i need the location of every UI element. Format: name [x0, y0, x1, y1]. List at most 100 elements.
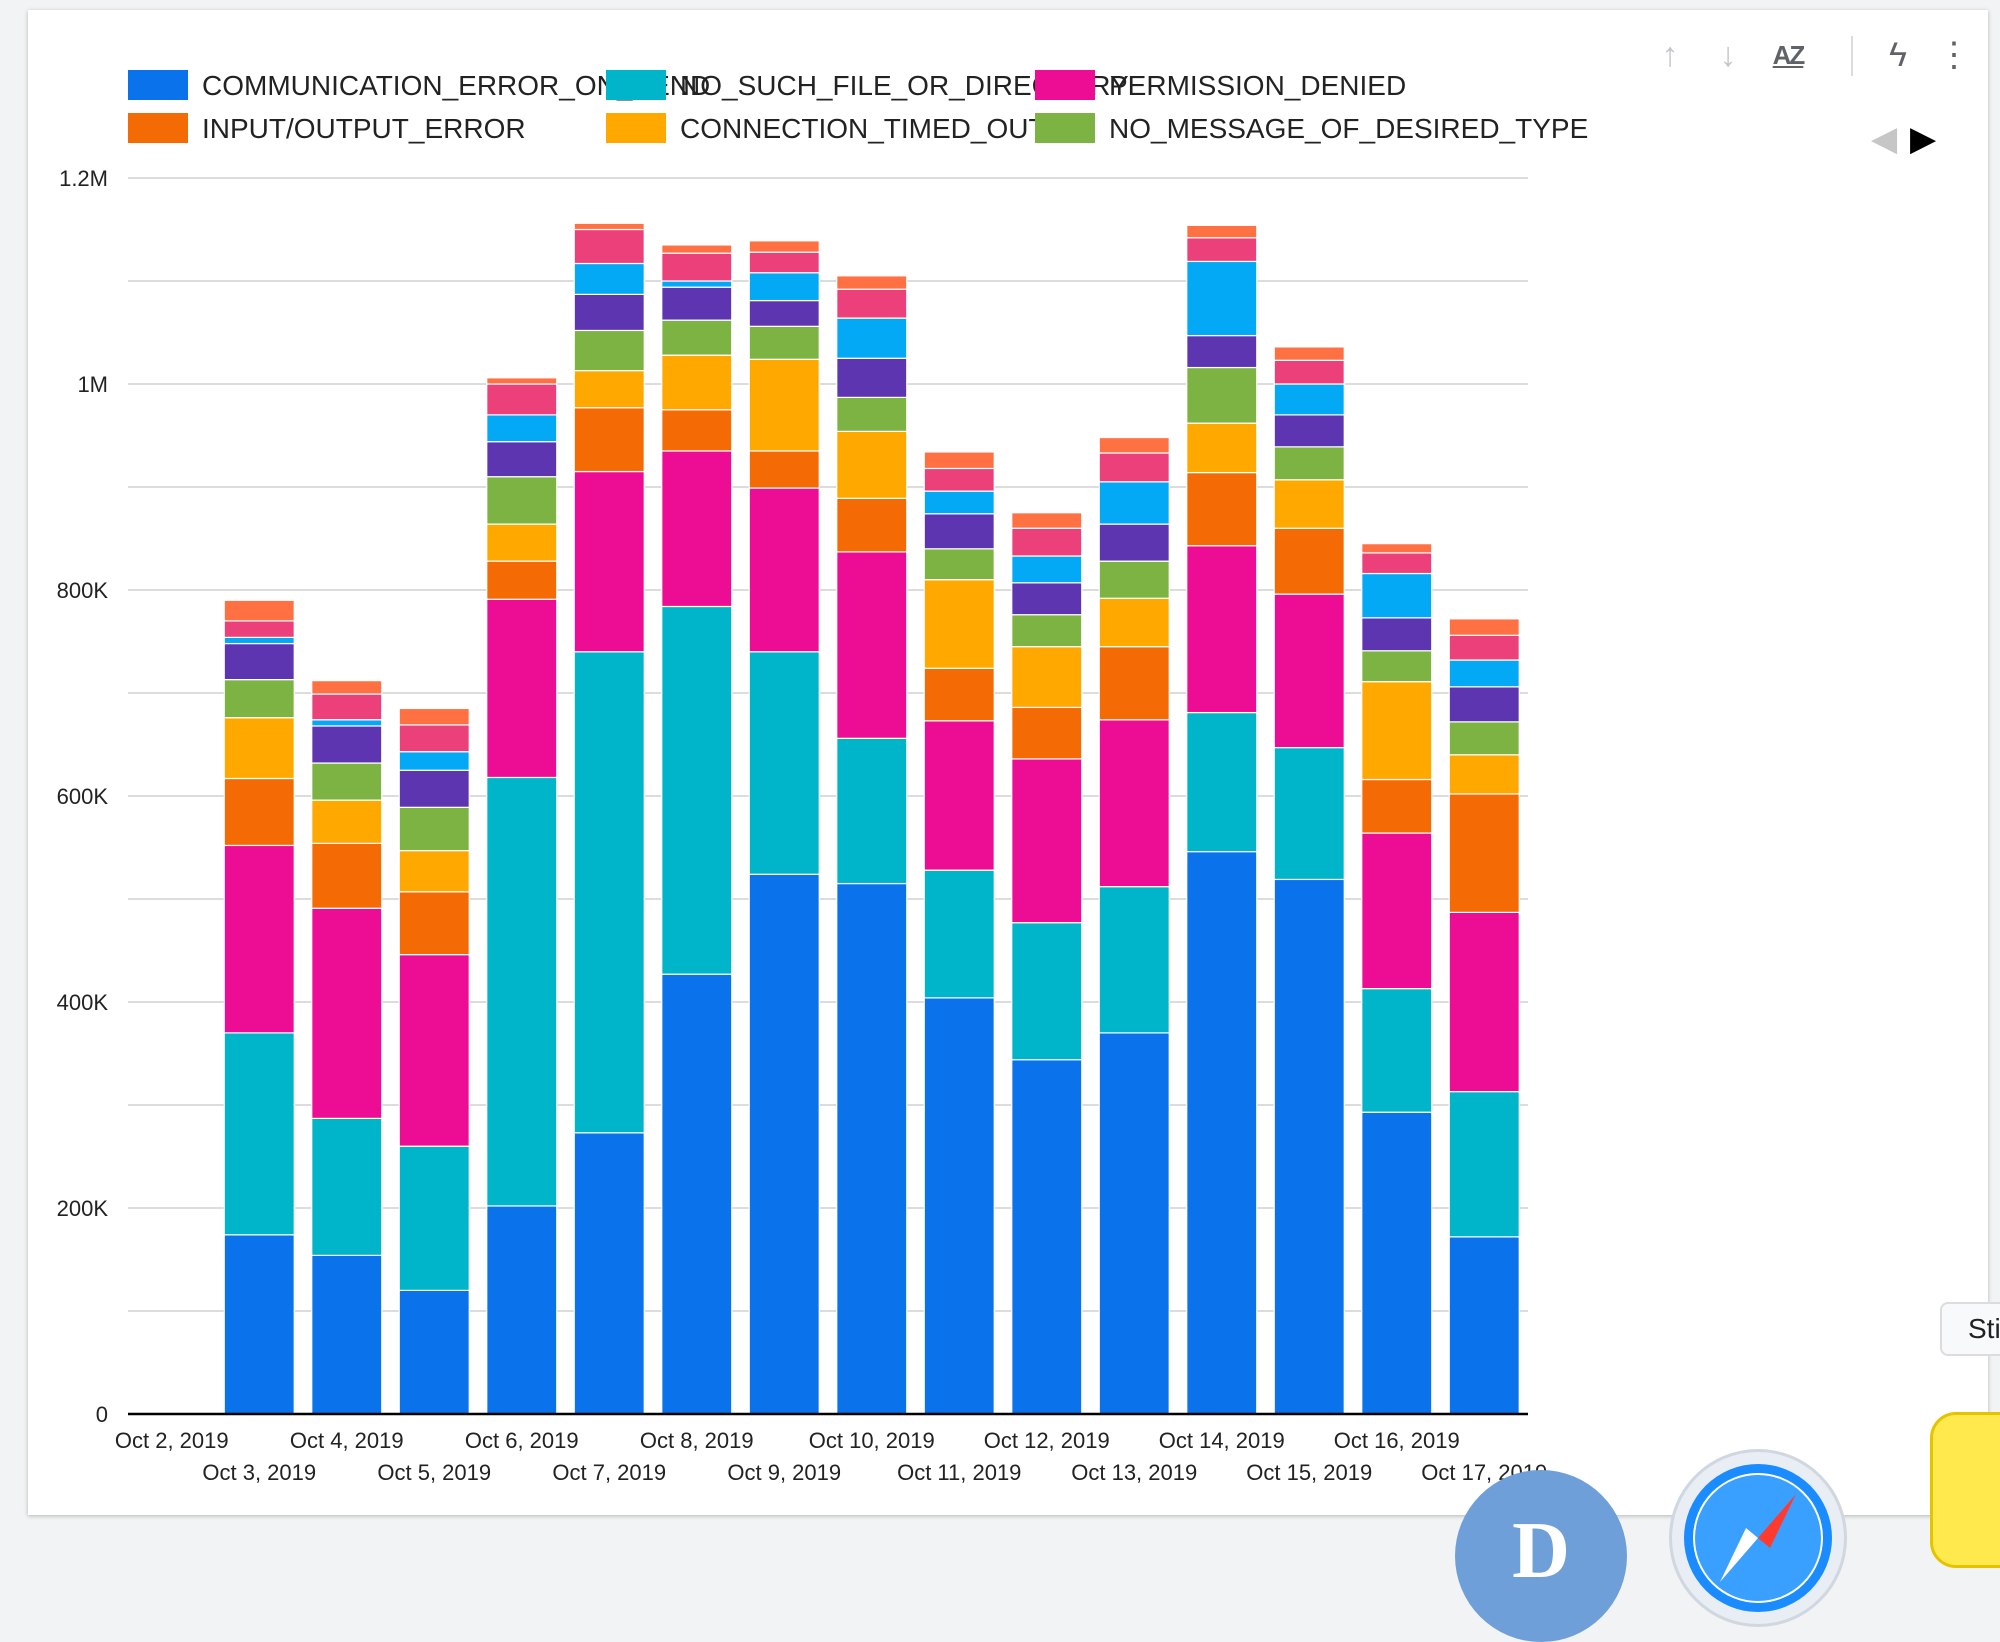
- bar-segment[interactable]: [661, 244, 733, 254]
- bar-segment[interactable]: [923, 869, 995, 999]
- bar-segment[interactable]: [1448, 686, 1520, 723]
- bar-segment[interactable]: [486, 476, 558, 525]
- bar-segment[interactable]: [486, 377, 558, 385]
- bar-segment[interactable]: [1186, 237, 1258, 263]
- bar-segment[interactable]: [1448, 659, 1520, 688]
- bar-segment[interactable]: [311, 1117, 383, 1256]
- bar-segment[interactable]: [1098, 523, 1170, 562]
- bar-segment[interactable]: [1098, 646, 1170, 721]
- bar-segment[interactable]: [1448, 1236, 1520, 1415]
- bar-segment[interactable]: [1011, 555, 1083, 584]
- bar-segment[interactable]: [223, 679, 295, 719]
- legend-prev-arrow-icon[interactable]: ◀: [1871, 120, 1898, 158]
- bar-segment[interactable]: [836, 357, 908, 398]
- bar-segment[interactable]: [1186, 851, 1258, 1415]
- bar-segment[interactable]: [398, 891, 470, 956]
- bar-segment[interactable]: [398, 724, 470, 753]
- bar-segment[interactable]: [1186, 711, 1258, 853]
- bar-segment[interactable]: [923, 490, 995, 515]
- bar-segment[interactable]: [573, 370, 645, 409]
- bar-segment[interactable]: [398, 707, 470, 726]
- bar-segment[interactable]: [311, 842, 383, 909]
- bar-segment[interactable]: [1361, 681, 1433, 781]
- bar-segment[interactable]: [1011, 706, 1083, 760]
- explore-lightning-icon[interactable]: ϟ: [1889, 35, 1907, 74]
- legend-next-arrow-icon[interactable]: ▶: [1910, 120, 1937, 158]
- bar-segment[interactable]: [1273, 878, 1345, 1415]
- bar-segment[interactable]: [573, 407, 645, 473]
- bar-segment[interactable]: [486, 441, 558, 478]
- bar-segment[interactable]: [1186, 224, 1258, 239]
- bar-segment[interactable]: [311, 693, 383, 721]
- bar-segment[interactable]: [923, 451, 995, 470]
- bar-segment[interactable]: [486, 523, 558, 562]
- bar-segment[interactable]: [1098, 481, 1170, 525]
- bar-segment[interactable]: [573, 293, 645, 332]
- legend-item[interactable]: CONNECTION_TIMED_OUT: [606, 113, 1046, 144]
- bar-segment[interactable]: [1361, 543, 1433, 554]
- bar-segment[interactable]: [486, 598, 558, 779]
- bar-segment[interactable]: [661, 973, 733, 1415]
- sort-ascending-icon[interactable]: ↑: [1661, 35, 1679, 74]
- bar-segment[interactable]: [748, 487, 820, 653]
- bar-segment[interactable]: [398, 1289, 470, 1415]
- bar-segment[interactable]: [311, 719, 383, 727]
- bar-segment[interactable]: [1448, 911, 1520, 1093]
- bar-segment[interactable]: [1011, 758, 1083, 924]
- bar-segment[interactable]: [661, 252, 733, 282]
- bar-segment[interactable]: [1273, 346, 1345, 361]
- bar-segment[interactable]: [923, 467, 995, 492]
- bar-segment[interactable]: [1098, 560, 1170, 599]
- bar-segment[interactable]: [1361, 778, 1433, 834]
- bar-segment[interactable]: [1011, 1059, 1083, 1415]
- bar-segment[interactable]: [923, 548, 995, 581]
- bar-segment[interactable]: [1011, 527, 1083, 557]
- legend-item[interactable]: NO_MESSAGE_OF_DESIRED_TYPE: [1035, 113, 1588, 144]
- notes-app-icon[interactable]: [1930, 1412, 2000, 1568]
- bar-segment[interactable]: [836, 551, 908, 739]
- bar-segment[interactable]: [748, 325, 820, 360]
- bar-segment[interactable]: [923, 997, 995, 1415]
- bar-segment[interactable]: [1273, 593, 1345, 749]
- bar-segment[interactable]: [748, 651, 820, 875]
- bar-segment[interactable]: [661, 319, 733, 356]
- bar-segment[interactable]: [1273, 527, 1345, 595]
- bar-segment[interactable]: [1361, 650, 1433, 683]
- bar-segment[interactable]: [836, 288, 908, 319]
- bar-segment[interactable]: [486, 414, 558, 443]
- bar-segment[interactable]: [1361, 832, 1433, 990]
- bar-segment[interactable]: [1361, 1111, 1433, 1415]
- bar-segment[interactable]: [1011, 922, 1083, 1061]
- bar-segment[interactable]: [1186, 334, 1258, 369]
- bar-segment[interactable]: [836, 317, 908, 359]
- bar-segment[interactable]: [923, 513, 995, 550]
- bar-segment[interactable]: [1448, 1091, 1520, 1238]
- legend-item[interactable]: INPUT/OUTPUT_ERROR: [128, 113, 526, 144]
- bar-segment[interactable]: [748, 358, 820, 452]
- side-tab[interactable]: Sti: [1940, 1302, 2000, 1356]
- bar-segment[interactable]: [398, 1145, 470, 1291]
- bar-segment[interactable]: [573, 262, 645, 295]
- bar-segment[interactable]: [1448, 618, 1520, 636]
- bar-segment[interactable]: [223, 844, 295, 1034]
- bar-segment[interactable]: [573, 1132, 645, 1415]
- bar-segment[interactable]: [836, 497, 908, 553]
- bar-segment[interactable]: [398, 769, 470, 808]
- bar-segment[interactable]: [486, 1205, 558, 1415]
- bar-segment[interactable]: [836, 396, 908, 432]
- legend-item[interactable]: PERMISSION_DENIED: [1035, 70, 1406, 101]
- bar-segment[interactable]: [1448, 793, 1520, 913]
- bar-segment[interactable]: [661, 450, 733, 608]
- more-options-icon[interactable]: ⋮: [1937, 36, 1971, 74]
- bar-segment[interactable]: [748, 240, 820, 253]
- bar-segment[interactable]: [223, 642, 295, 681]
- bar-segment[interactable]: [1361, 552, 1433, 575]
- bar-segment[interactable]: [923, 720, 995, 871]
- bar-segment[interactable]: [223, 717, 295, 780]
- bar-segment[interactable]: [1273, 446, 1345, 481]
- bar-segment[interactable]: [748, 450, 820, 489]
- bar-segment[interactable]: [1098, 1032, 1170, 1415]
- bar-segment[interactable]: [1361, 572, 1433, 619]
- bar-segment[interactable]: [398, 751, 470, 771]
- bar-segment[interactable]: [836, 737, 908, 885]
